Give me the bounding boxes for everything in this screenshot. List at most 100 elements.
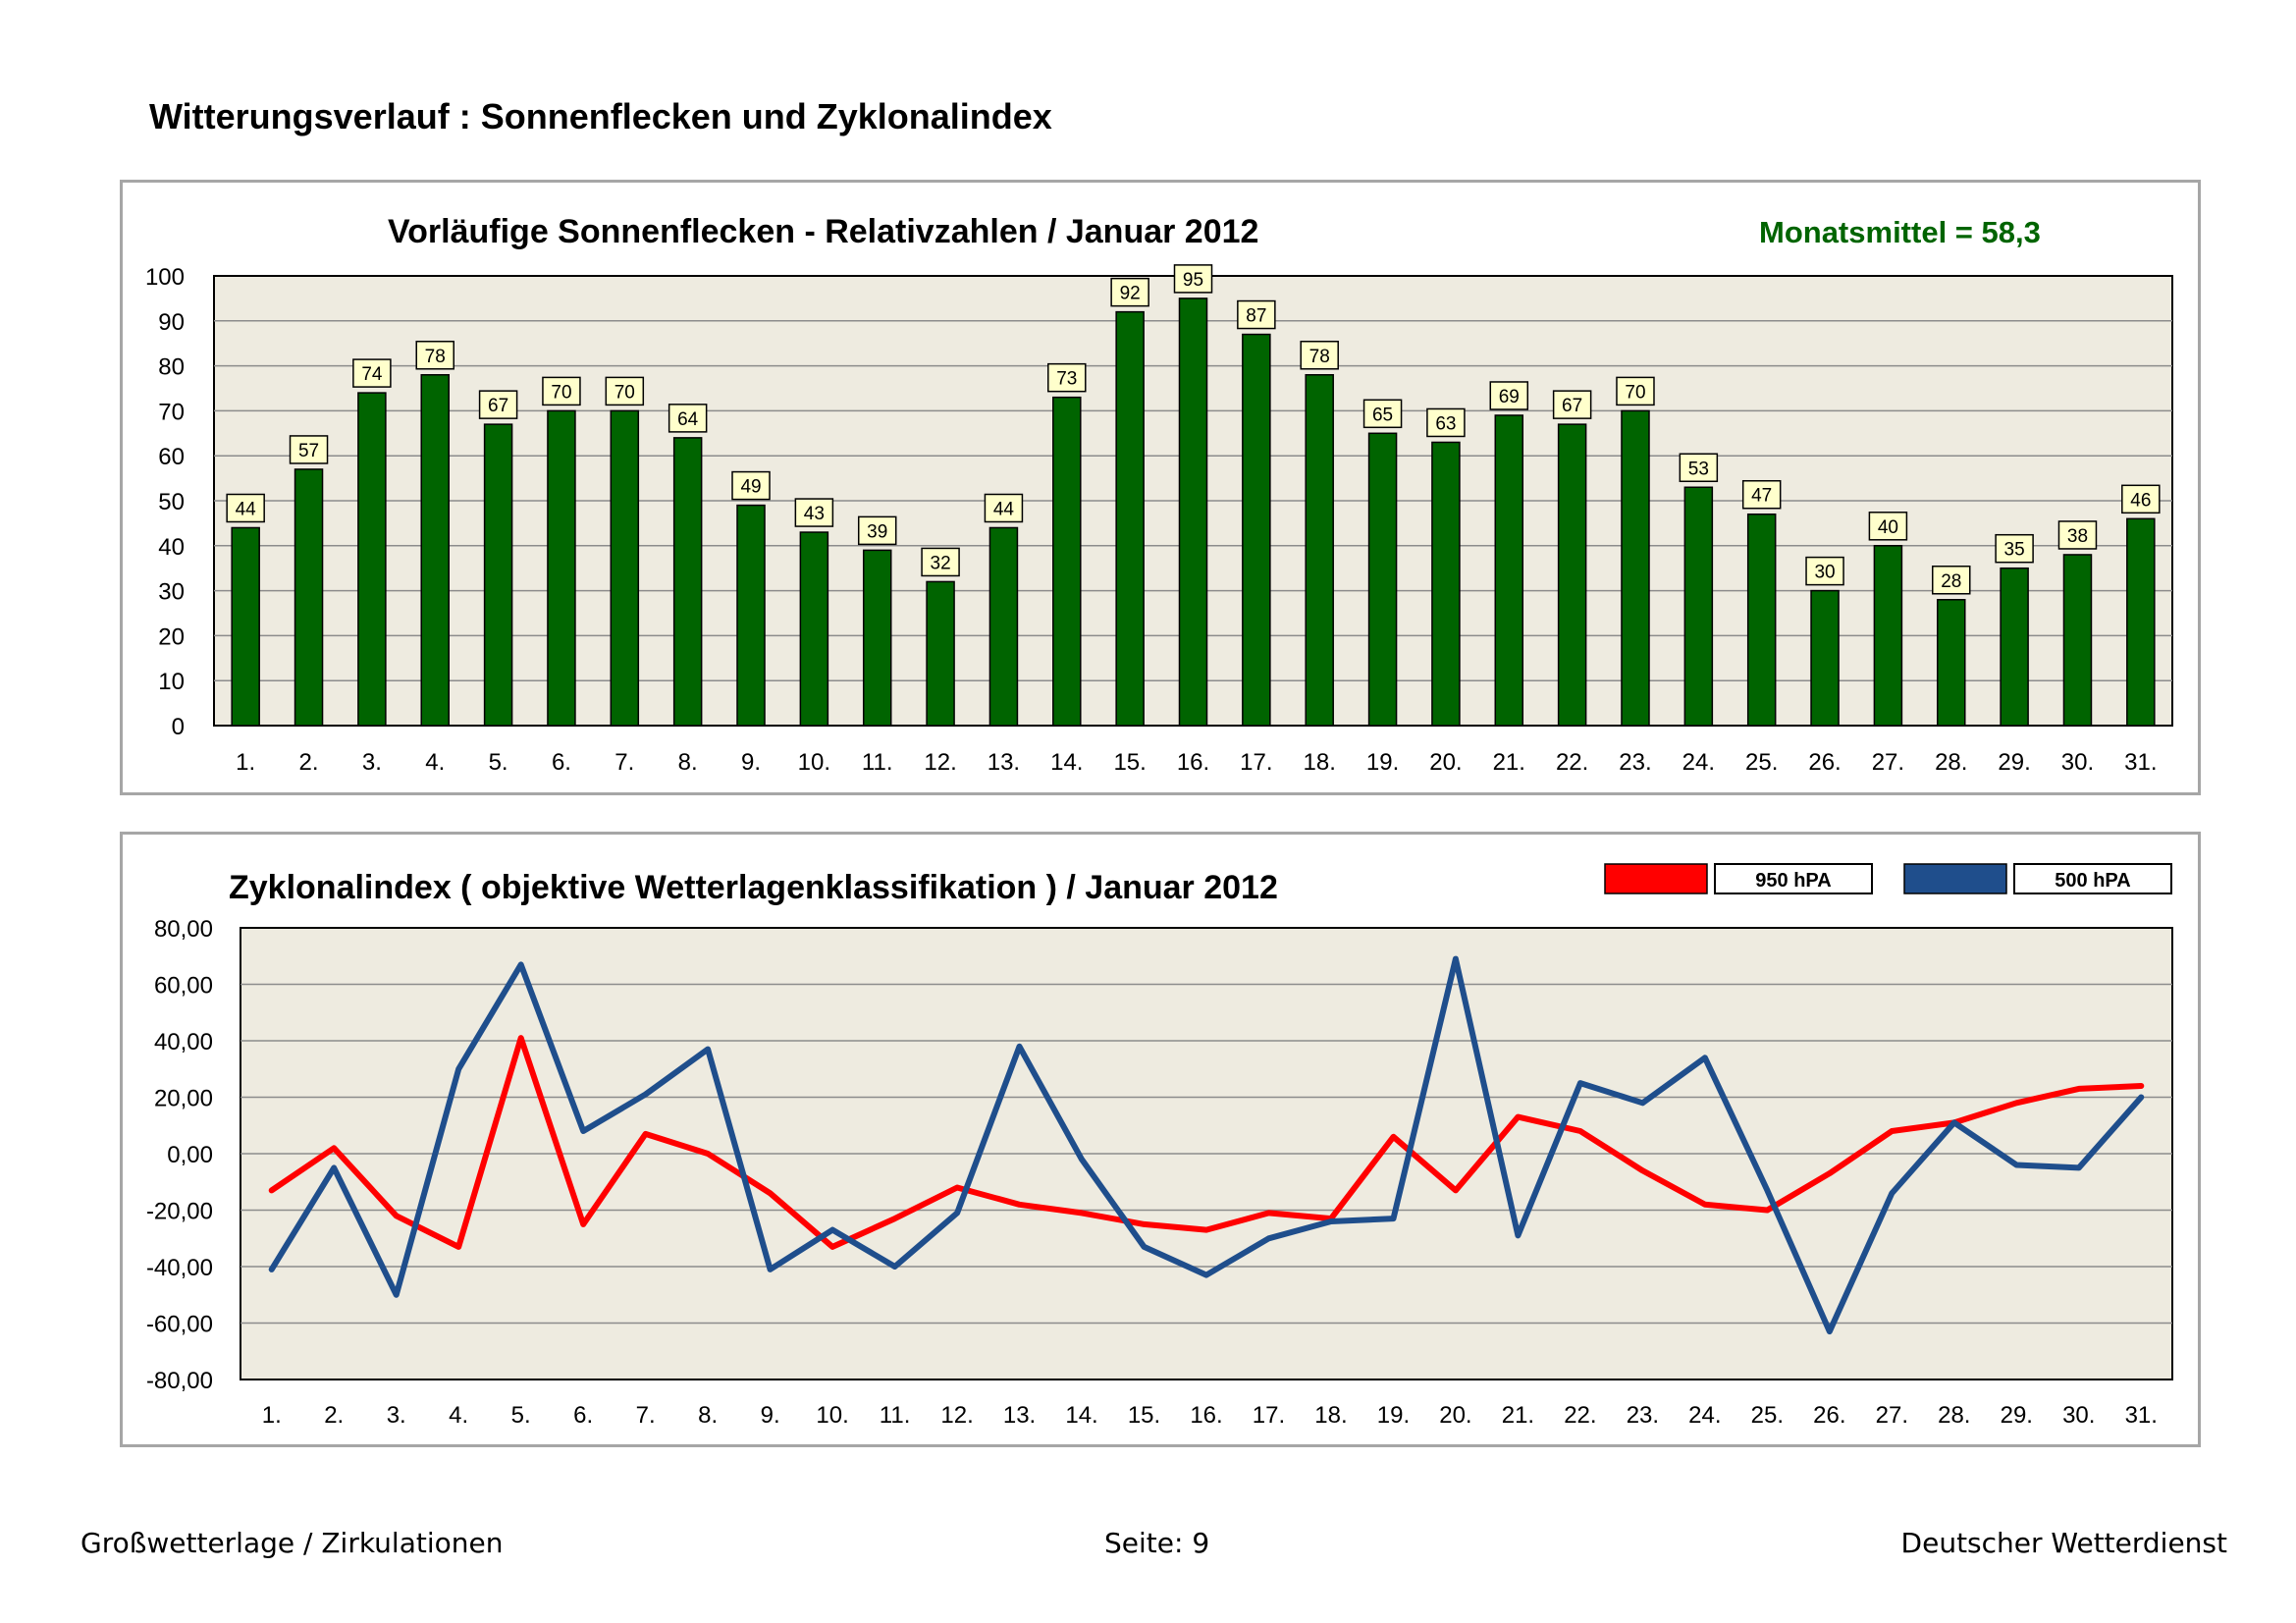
data-label-box xyxy=(1995,533,2034,564)
bar xyxy=(2000,567,2029,727)
bar xyxy=(1305,374,1334,727)
bar xyxy=(1746,513,1777,727)
data-label-box xyxy=(1362,399,1403,429)
data-label-box xyxy=(731,470,771,501)
data-label-box xyxy=(226,493,265,523)
x-tick-label: 27. xyxy=(1872,749,1904,776)
data-label: 49 xyxy=(740,477,761,498)
data-label-box xyxy=(415,341,454,370)
x-tick-label: 21. xyxy=(1502,1402,1534,1429)
data-label: 74 xyxy=(361,364,383,385)
x-tick-label: 19. xyxy=(1377,1402,1410,1429)
x-tick-label: 11. xyxy=(862,749,893,776)
bar xyxy=(1683,486,1714,727)
x-tick-label: 9. xyxy=(761,1402,780,1429)
chart-title: Zyklonalindex ( objektive Wetterlagenkla… xyxy=(229,869,1278,906)
series-line-500hpa xyxy=(268,955,2145,1335)
data-label-box xyxy=(1489,381,1529,410)
x-tick-label: 8. xyxy=(678,749,698,776)
bar xyxy=(799,531,829,727)
data-label-box xyxy=(1552,390,1592,419)
cyclonal-index-line-chart: Zyklonalindex ( objektive Wetterlagenkla… xyxy=(146,863,2173,1429)
x-tick-label: 21. xyxy=(1493,749,1525,776)
data-label-box xyxy=(921,547,960,577)
x-tick-label: 31. xyxy=(2124,749,2157,776)
x-tick-label: 28. xyxy=(1935,749,1967,776)
y-tick-label: 70 xyxy=(158,399,185,425)
x-tick-label: 20. xyxy=(1429,749,1462,776)
x-tick-label: 24. xyxy=(1688,1402,1721,1429)
data-label: 57 xyxy=(298,441,319,461)
x-tick-label: 30. xyxy=(2062,1402,2095,1429)
x-tick-label: 16. xyxy=(1177,749,1209,776)
x-tick-label: 9. xyxy=(741,749,761,776)
y-tick-label: -80,00 xyxy=(146,1368,213,1394)
data-label-box xyxy=(1868,512,1908,541)
x-tick-label: 22. xyxy=(1556,749,1588,776)
data-label-box xyxy=(2121,484,2161,514)
data-label-box xyxy=(542,376,581,406)
data-label: 35 xyxy=(2004,540,2025,561)
x-tick-label: 7. xyxy=(614,749,634,776)
y-tick-label: 30 xyxy=(158,579,185,606)
bar xyxy=(231,526,260,727)
bar xyxy=(1242,333,1271,727)
data-label: 28 xyxy=(1941,571,1961,592)
data-label: 38 xyxy=(2067,526,2088,547)
x-tick-label: 12. xyxy=(924,749,956,776)
data-label: 63 xyxy=(1435,413,1456,434)
x-tick-label: 29. xyxy=(2001,1402,2033,1429)
data-label-box xyxy=(857,515,897,546)
x-tick-label: 1. xyxy=(236,749,255,776)
y-tick-label: 40 xyxy=(158,534,185,561)
data-label-box xyxy=(605,376,645,406)
x-tick-label: 2. xyxy=(299,749,319,776)
data-label-box xyxy=(478,390,518,419)
bar xyxy=(1115,310,1145,727)
data-label-box xyxy=(667,404,708,433)
data-label: 44 xyxy=(993,499,1015,519)
data-label: 46 xyxy=(2130,490,2151,511)
x-tick-label: 25. xyxy=(1751,1402,1784,1429)
data-label: 32 xyxy=(931,553,951,573)
x-tick-label: 10. xyxy=(798,749,830,776)
x-tick-label: 31. xyxy=(2125,1402,2158,1429)
x-tick-label: 29. xyxy=(1998,749,2030,776)
x-tick-label: 7. xyxy=(636,1402,656,1429)
y-tick-label: 80 xyxy=(158,354,185,381)
bar xyxy=(483,423,513,727)
data-label: 78 xyxy=(425,347,446,367)
bar xyxy=(1557,423,1587,727)
y-tick-label: 60,00 xyxy=(154,973,213,1000)
y-tick-label: -60,00 xyxy=(146,1312,213,1338)
x-tick-label: 14. xyxy=(1065,1402,1097,1429)
x-tick-label: 18. xyxy=(1304,749,1336,776)
data-label-box xyxy=(289,435,329,464)
x-tick-label: 6. xyxy=(552,749,571,776)
data-label: 43 xyxy=(804,504,825,524)
chart-title: Vorläufige Sonnenflecken - Relativzahlen… xyxy=(388,213,1258,250)
bar xyxy=(1178,298,1208,727)
data-label: 64 xyxy=(677,409,699,430)
y-tick-label: 90 xyxy=(158,309,185,336)
x-tick-label: 30. xyxy=(2061,749,2094,776)
y-tick-label: 0,00 xyxy=(167,1142,213,1168)
data-label: 78 xyxy=(1309,347,1330,367)
data-label-box xyxy=(1741,479,1782,510)
bar xyxy=(547,409,576,727)
data-label-box xyxy=(1932,566,1971,595)
data-label: 69 xyxy=(1499,387,1520,407)
bar xyxy=(862,549,892,727)
y-tick-label: 100 xyxy=(145,264,185,291)
bar xyxy=(1810,589,1840,727)
x-tick-label: 5. xyxy=(511,1402,531,1429)
x-tick-label: 26. xyxy=(1813,1402,1845,1429)
x-tick-label: 23. xyxy=(1627,1402,1659,1429)
data-label: 39 xyxy=(867,521,887,542)
bar xyxy=(2126,517,2156,727)
x-tick-label: 28. xyxy=(1938,1402,1970,1429)
y-tick-label: 10 xyxy=(158,669,185,695)
x-tick-label: 27. xyxy=(1876,1402,1908,1429)
x-tick-label: 20. xyxy=(1439,1402,1471,1429)
footer-section-name: Großwetterlage / Zirkulationen xyxy=(80,1527,504,1559)
